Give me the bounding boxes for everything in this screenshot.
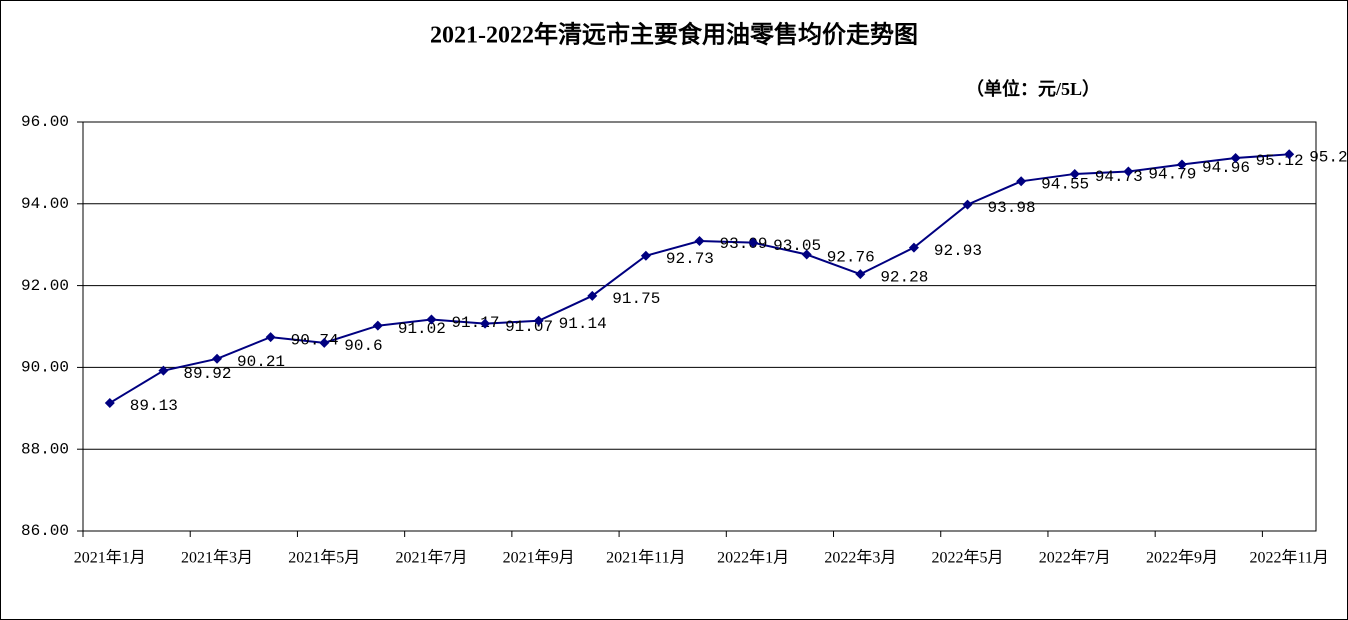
marker <box>212 353 223 364</box>
marker <box>1284 149 1295 160</box>
marker <box>1230 152 1241 163</box>
data-label: 91.75 <box>612 290 660 308</box>
y-tick-label: 92.00 <box>21 277 69 295</box>
data-label: 94.73 <box>1095 168 1143 186</box>
data-label: 93.09 <box>720 235 768 253</box>
marker <box>855 269 866 280</box>
marker <box>962 199 973 210</box>
data-label: 95.12 <box>1256 152 1304 170</box>
data-label: 94.96 <box>1202 159 1250 177</box>
marker <box>533 315 544 326</box>
marker <box>1016 176 1027 187</box>
y-tick-label: 90.00 <box>21 359 69 377</box>
x-tick-label: 2021年3月 <box>181 549 253 567</box>
data-label: 89.13 <box>130 397 178 415</box>
data-label: 90.6 <box>344 337 382 355</box>
data-label: 91.02 <box>398 320 446 338</box>
marker <box>1069 168 1080 179</box>
data-label: 94.55 <box>1041 176 1089 194</box>
y-tick-label: 86.00 <box>21 522 69 540</box>
y-tick-label: 94.00 <box>21 195 69 213</box>
marker <box>265 332 276 343</box>
marker <box>104 397 115 408</box>
data-label: 91.07 <box>505 318 553 336</box>
marker <box>372 320 383 331</box>
x-tick-label: 2021年5月 <box>288 549 360 567</box>
data-label: 89.92 <box>183 365 231 383</box>
x-tick-label: 2021年7月 <box>395 549 467 567</box>
marker <box>748 237 759 248</box>
marker <box>587 290 598 301</box>
data-label: 90.74 <box>291 331 339 349</box>
x-tick-label: 2022年11月 <box>1249 549 1328 567</box>
marker <box>480 318 491 329</box>
x-tick-label: 2022年7月 <box>1039 549 1111 567</box>
data-label: 91.14 <box>559 315 607 333</box>
x-tick-label: 2021年9月 <box>503 549 575 567</box>
x-tick-label: 2022年1月 <box>717 549 789 567</box>
data-label: 95.21 <box>1309 149 1348 167</box>
x-tick-label: 2022年3月 <box>824 549 896 567</box>
plot-frame <box>82 121 1317 532</box>
x-tick-label: 2021年11月 <box>606 549 685 567</box>
chart-title: 2021-2022年清远市主要食用油零售均价走势图 <box>430 21 918 49</box>
marker <box>640 250 651 261</box>
marker <box>426 314 437 325</box>
marker <box>801 249 812 260</box>
data-label: 90.21 <box>237 353 285 371</box>
marker <box>908 242 919 253</box>
unit-label: （单位：元/5L） <box>966 78 1100 99</box>
x-tick-label: 2022年5月 <box>932 549 1004 567</box>
data-label: 93.98 <box>988 199 1036 217</box>
data-label: 92.93 <box>934 242 982 260</box>
x-tick-label: 2022年9月 <box>1146 549 1218 567</box>
marker <box>1123 166 1134 177</box>
data-label: 92.73 <box>666 250 714 268</box>
data-label: 92.28 <box>880 268 928 286</box>
data-label: 91.17 <box>451 314 499 332</box>
data-label: 93.05 <box>773 237 821 255</box>
marker <box>319 337 330 348</box>
data-label: 92.76 <box>827 249 875 267</box>
marker <box>158 365 169 376</box>
data-label: 94.79 <box>1148 166 1196 184</box>
marker <box>1176 159 1187 170</box>
y-tick-label: 88.00 <box>21 440 69 458</box>
marker <box>694 236 705 247</box>
y-tick-label: 96.00 <box>21 113 69 131</box>
x-tick-label: 2021年1月 <box>74 549 146 567</box>
